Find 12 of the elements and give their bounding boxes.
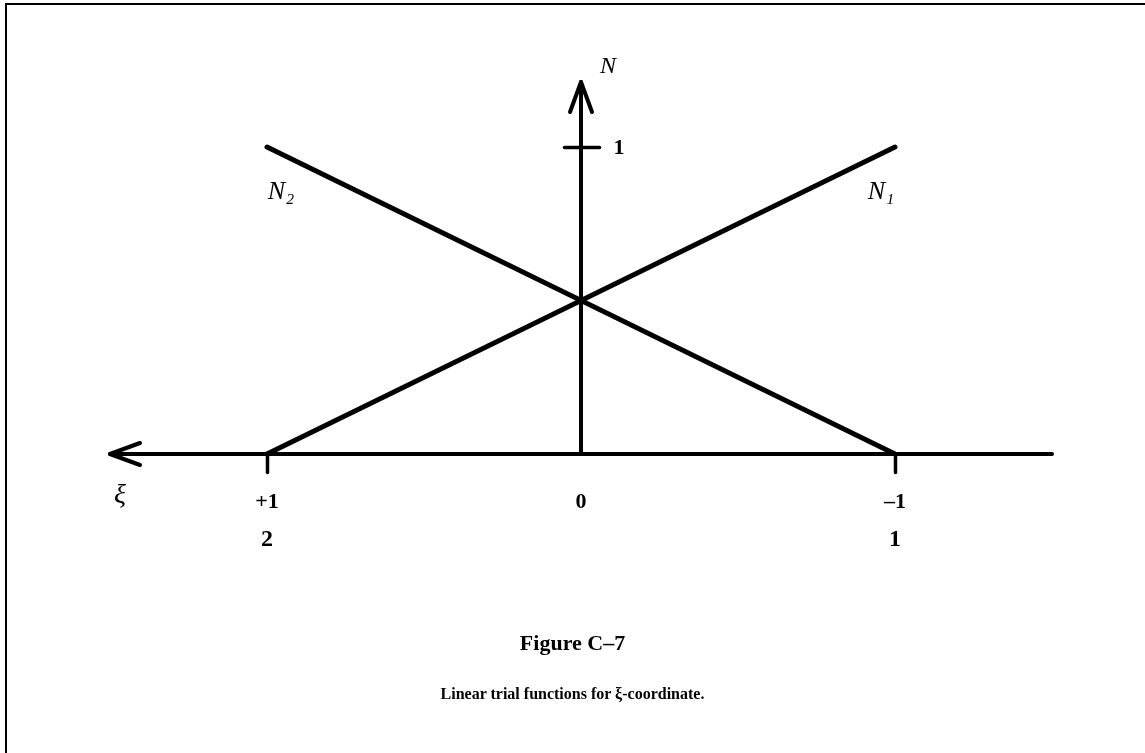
text: Linear trial functions for ξ-coordinate. (439, 685, 706, 703)
y-axis-title: N (598, 52, 618, 79)
x-tick-label: +1 (255, 487, 279, 513)
annotation: 1 (613, 133, 625, 159)
text: Figure C–7 (518, 630, 627, 656)
series-label: N₂ (266, 175, 295, 205)
x-axis-title: ξ (114, 478, 126, 510)
text: 1 (889, 525, 901, 552)
series-label: N₁ (866, 175, 895, 205)
text: 2 (261, 525, 273, 552)
x-tick-label: 0 (575, 487, 587, 513)
x-tick-label: –1 (883, 487, 906, 513)
